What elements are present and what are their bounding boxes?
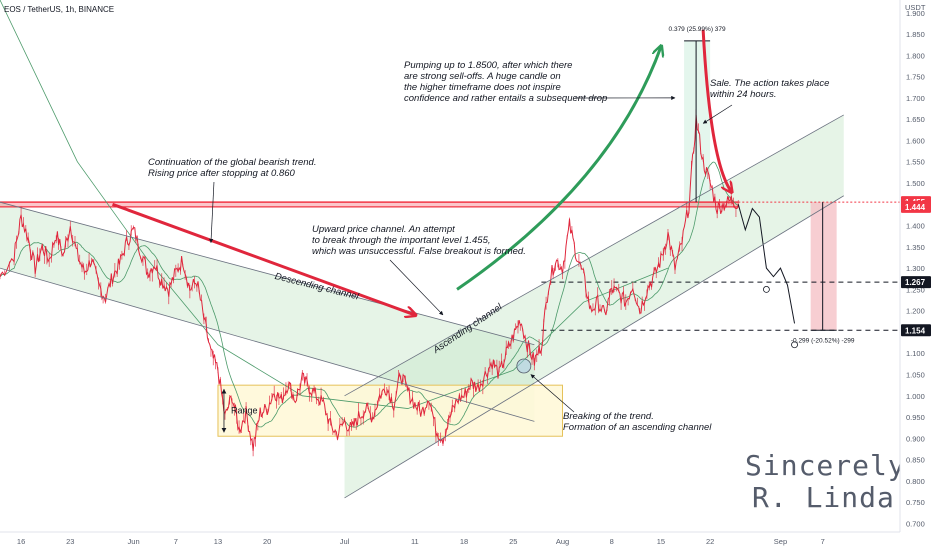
x-tick-label: 18 xyxy=(460,537,468,546)
pumping-note-line: Pumping up to 1.8500, after which there xyxy=(404,60,572,71)
range-box xyxy=(217,384,563,437)
x-tick-label: 23 xyxy=(66,537,74,546)
y-tick-label: 1.200 xyxy=(906,307,925,316)
chart-annotations: 0.379 (25.99%) 379 -0.299 (-20.52%) -299 R… xyxy=(148,26,906,514)
x-tick-label: 22 xyxy=(706,537,714,546)
x-tick-label: Jul xyxy=(340,537,350,546)
y-tick-label: 1.850 xyxy=(906,30,925,39)
y-tick-label: 1.250 xyxy=(906,285,925,294)
long-moving-average-line xyxy=(0,0,669,409)
range-label: Range xyxy=(231,406,258,416)
price-series xyxy=(0,109,739,457)
y-tick-label: 1.100 xyxy=(906,349,925,358)
x-tick-label: 25 xyxy=(509,537,517,546)
y-tick-label: 1.350 xyxy=(906,243,925,252)
signature-line-1: Sincerely xyxy=(745,449,906,482)
y-tick-label: 0.750 xyxy=(906,498,925,507)
y-tick-label: 1.600 xyxy=(906,136,925,145)
y-tick-label: 1.050 xyxy=(906,371,925,380)
measure-down-label: -0.299 (-20.52%) -299 xyxy=(791,337,855,344)
signature-line-2: R. Linda xyxy=(752,481,895,514)
trend-break-marker xyxy=(516,358,532,374)
bearish-trend-note-pointer xyxy=(209,181,215,244)
channel-border-line xyxy=(0,201,535,346)
upward-channel-note-line: to break through the important level 1.4… xyxy=(312,235,491,246)
x-tick-label: Aug xyxy=(556,537,569,546)
y-tick-label: 1.500 xyxy=(906,179,925,188)
y-tick-label: 1.300 xyxy=(906,264,925,273)
y-tick-label: 1.800 xyxy=(906,51,925,60)
bearish-trend-note-line: Continuation of the global bearish trend… xyxy=(148,157,316,168)
y-tick-label: 1.550 xyxy=(906,158,925,167)
pumping-note-line: confidence and rather entails a subseque… xyxy=(404,93,607,104)
x-tick-label: 16 xyxy=(17,537,25,546)
target-marker xyxy=(791,341,798,349)
resistance-zone xyxy=(0,202,739,207)
scenario-path xyxy=(737,204,796,324)
x-tick-label: Sep xyxy=(774,537,787,546)
chart-title: EOS / TetherUS, 1h, BINANCE xyxy=(4,5,114,14)
x-tick-label: 20 xyxy=(263,537,271,546)
target-2-price-tag: 1.154 xyxy=(905,326,926,335)
bearish-trend-arrow xyxy=(111,202,415,315)
y-tick-label: 1.700 xyxy=(906,94,925,103)
pumping-note-line: the higher timeframe does not inspire xyxy=(404,82,561,93)
bullish-arrow xyxy=(456,47,661,291)
sale-note-line: within 24 hours. xyxy=(710,89,777,100)
time-axis-panel xyxy=(0,532,932,550)
measure-down-box xyxy=(810,202,837,331)
channel-border-line xyxy=(344,195,844,499)
channel-fills xyxy=(0,40,844,498)
target-1-price-tag-bg xyxy=(901,276,931,289)
resistance-low-price-tag-bg xyxy=(901,200,931,213)
upward-channel-note-line: Upward price channel. An attempt xyxy=(312,224,455,235)
sale-arrow xyxy=(701,29,731,192)
x-tick-label: 13 xyxy=(214,537,222,546)
trend-break-note-pointer xyxy=(530,374,575,413)
chart-drawings xyxy=(0,29,844,499)
y-tick-label: 1.400 xyxy=(906,222,925,231)
x-tick-label: 7 xyxy=(174,537,178,546)
upward-channel-note-pointer xyxy=(389,259,444,316)
upward-channel-note-line: which was unsuccessful. False breakout i… xyxy=(312,246,526,257)
y-tick-label: 0.800 xyxy=(906,477,925,486)
trend-break-note-line: Breaking of the trend. xyxy=(563,411,654,422)
measure-up-label: 0.379 (25.99%) 379 xyxy=(669,26,726,33)
target-marker xyxy=(763,286,770,293)
resistance-low-price-tag: 1.444 xyxy=(905,203,926,212)
x-tick-label: 15 xyxy=(657,537,665,546)
x-tick-label: 7 xyxy=(821,537,825,546)
target-2-price-tag-bg xyxy=(901,324,931,337)
y-tick-label: 0.950 xyxy=(906,413,925,422)
y-tick-label: 0.850 xyxy=(906,456,925,465)
trend-break-note-line: Formation of an ascending channel xyxy=(563,422,712,433)
price-line xyxy=(0,114,739,451)
channel-border-line xyxy=(344,114,844,397)
sale-note-line: Sale. The action takes place xyxy=(710,78,829,89)
bearish-trend-note-line: Rising price after stopping at 0.860 xyxy=(148,168,296,179)
price-axis-panel xyxy=(900,0,932,550)
y-tick-label: 0.700 xyxy=(906,519,925,528)
y-tick-label: 1.900 xyxy=(906,9,925,18)
target-1-price-tag: 1.267 xyxy=(905,278,926,287)
x-tick-label: 11 xyxy=(411,537,419,546)
currency-label: USDT xyxy=(905,3,926,12)
y-tick-label: 1.000 xyxy=(906,392,925,401)
ascending-channel-fill xyxy=(344,114,844,498)
x-tick-label: Jun xyxy=(128,537,140,546)
y-tick-label: 1.650 xyxy=(906,115,925,124)
channel-border-line xyxy=(0,267,535,422)
pumping-note-line: are strong sell-offs. A huge candle on xyxy=(404,71,561,82)
y-tick-label: 1.750 xyxy=(906,73,925,82)
x-tick-label: 8 xyxy=(610,537,614,546)
y-tick-label: 0.900 xyxy=(906,434,925,443)
sale-note-pointer xyxy=(702,104,733,124)
axes: 0.700 0.750 0.800 0.850 0.900 0.950 1.000 1.050… xyxy=(17,9,931,546)
